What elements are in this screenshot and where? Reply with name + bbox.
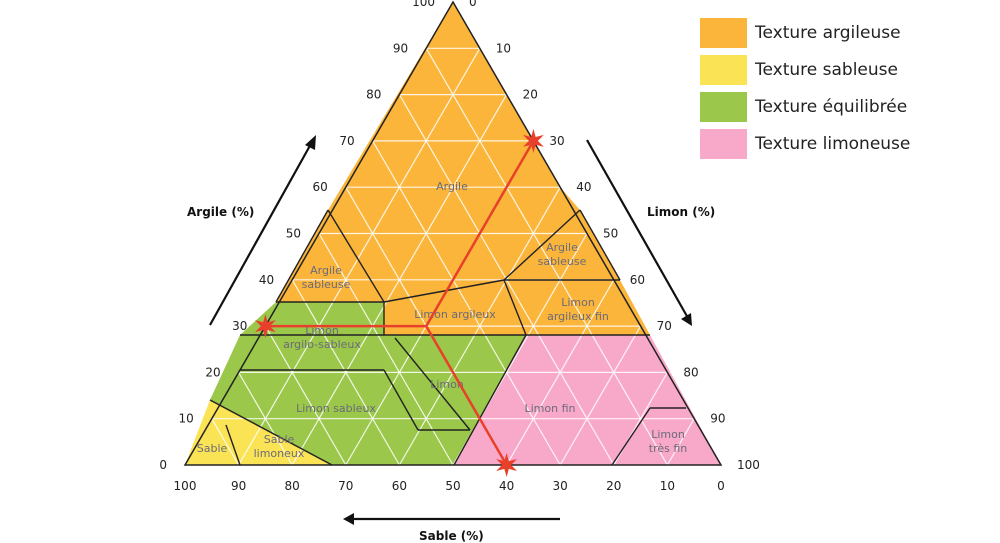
sable-tick: 30 [553, 479, 568, 493]
example-point-construction [255, 128, 544, 477]
argile-marker-icon [255, 314, 276, 339]
limon-tick: 80 [683, 365, 698, 379]
limon-tick: 50 [603, 227, 618, 241]
legend-label-balanced: Texture équilibrée [755, 96, 908, 117]
argile-tick: 80 [366, 88, 381, 102]
limon-tick: 20 [523, 88, 538, 102]
triangle-grid [211, 47, 695, 466]
argile-tick: 50 [286, 227, 301, 241]
legend-item-clay: Texture argileuse [700, 14, 910, 51]
argile-axis-title: Argile (%) [187, 205, 254, 219]
limon-tick: 60 [630, 273, 645, 287]
sable-tick: 90 [231, 479, 246, 493]
zone-labels: Argile Argile sableuse Argile sableuse Limon … [197, 180, 688, 460]
zone-silt [454, 335, 721, 465]
sable-tick: 60 [392, 479, 407, 493]
argile-tick: 60 [313, 180, 328, 194]
sable-tick: 100 [174, 479, 197, 493]
limon-tick: 0 [469, 0, 477, 9]
argile-tick: 70 [339, 134, 354, 148]
limon-tick: 100 [737, 458, 760, 472]
limon-tick: 40 [576, 180, 591, 194]
triangle-outline [183, 0, 723, 466]
sable-tick: 80 [285, 479, 300, 493]
legend-item-balanced: Texture équilibrée [700, 88, 910, 125]
legend-swatch-clay [700, 17, 747, 48]
sable-tick: 70 [338, 479, 353, 493]
argile-tick: 90 [393, 41, 408, 55]
zone-label-sable: Sable [197, 442, 228, 455]
legend-swatch-silt [700, 128, 747, 159]
sable-tick: 20 [606, 479, 621, 493]
zone-label-argile: Argile [436, 180, 468, 193]
zone-boundaries [209, 209, 686, 466]
zone-label-limon-argileux: Limon argileux [414, 308, 496, 321]
limon-tick: 30 [549, 134, 564, 148]
legend-label-sand: Texture sableuse [755, 59, 898, 80]
zone-label-argile-sableuse-right: Argile sableuse [538, 241, 587, 268]
limon-axis-title: Limon (%) [647, 205, 715, 219]
argile-axis-arrow [209, 135, 316, 326]
legend-swatch-balanced [700, 91, 747, 122]
legend-label-clay: Texture argileuse [755, 22, 901, 43]
legend-swatch-sand [700, 54, 747, 85]
zone-label-limon-sableux: Limon sableux [296, 402, 376, 415]
sable-axis-title: Sable (%) [419, 529, 484, 543]
sable-tick: 50 [445, 479, 460, 493]
zone-clay [276, 210, 384, 302]
zone-label-limon-tres-fin: Limon très fin [649, 428, 688, 455]
legend-label-silt: Texture limoneuse [755, 133, 911, 154]
zone-balanced [210, 302, 526, 465]
legend: Texture argileuse Texture sableuse Textu… [700, 14, 910, 162]
sable-tick: 0 [717, 479, 725, 493]
limon-tick: 10 [496, 41, 511, 55]
sable-tick: 40 [499, 479, 514, 493]
argile-tick: 10 [179, 412, 194, 426]
zone-sand [185, 400, 332, 465]
sable-axis-arrow [343, 513, 560, 525]
limon-marker-icon [523, 128, 544, 153]
argile-tick: 20 [205, 365, 220, 379]
sable-tick: 10 [660, 479, 675, 493]
limon-tick: 70 [657, 319, 672, 333]
zone-label-argile-sableuse: Argile sableuse [302, 264, 351, 291]
zone-label-limon: Limon [430, 378, 464, 391]
zone-label-limon-argileux-fin: Limon argileux fin [547, 296, 609, 323]
limon-axis-arrow [586, 139, 692, 326]
limon-tick: 90 [710, 412, 725, 426]
argile-tick: 100 [412, 0, 435, 9]
argile-tick: 40 [259, 273, 274, 287]
legend-item-sand: Texture sableuse [700, 51, 910, 88]
zone-label-limon-fin: Limon fin [525, 402, 576, 415]
zone-label-sable-limoneux: Sable limoneux [254, 433, 305, 460]
zone-clay [328, 2, 453, 210]
argile-tick: 30 [232, 319, 247, 333]
example-point-sable-line [425, 325, 508, 466]
argile-tick: 0 [159, 458, 167, 472]
legend-item-silt: Texture limoneuse [700, 125, 910, 162]
